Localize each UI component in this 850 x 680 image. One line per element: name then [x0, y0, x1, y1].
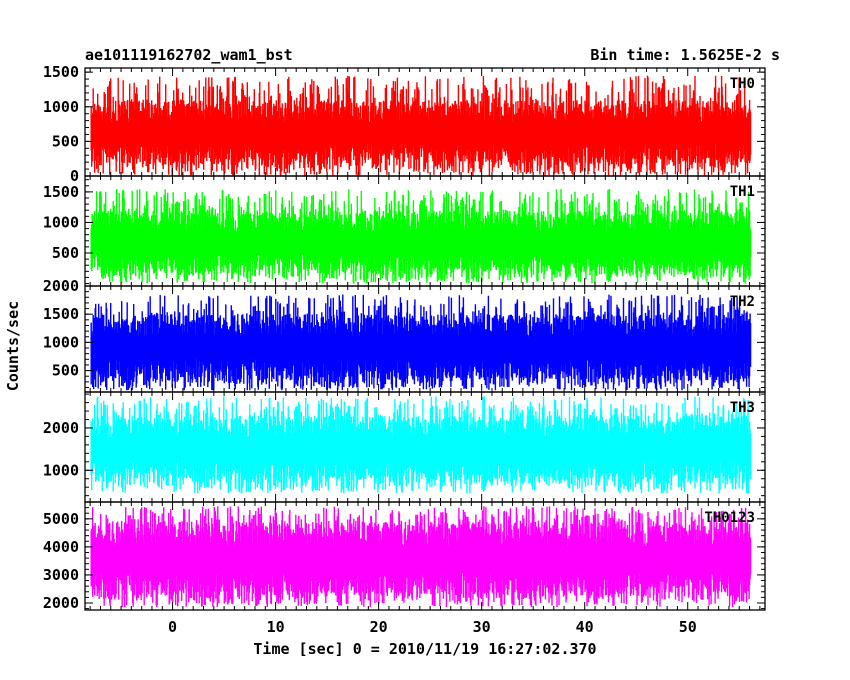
y-tick-label: 500 — [52, 362, 79, 380]
panel-label-th3: TH3 — [730, 400, 755, 416]
series-line-th3 — [90, 396, 752, 494]
x-tick-label: 50 — [679, 618, 697, 636]
series-line-th0123 — [90, 506, 752, 608]
y-tick-label: 1000 — [43, 213, 79, 231]
y-tick-label: 1000 — [43, 98, 79, 116]
series-line-th0 — [90, 75, 752, 176]
y-tick-label: 3000 — [43, 566, 79, 584]
x-tick-label: 10 — [267, 618, 285, 636]
x-tick-label: 30 — [473, 618, 491, 636]
panel-label-th0123: TH0123 — [704, 510, 755, 526]
x-tick-label: 40 — [576, 618, 594, 636]
y-tick-label: 1500 — [43, 183, 79, 201]
x-axis-label: Time [sec] 0 = 2010/11/19 16:27:02.370 — [253, 640, 596, 658]
panel-label-th1: TH1 — [730, 184, 755, 200]
panel-th0123: 2000 3000 4000 5000 TH0123 — [43, 501, 766, 612]
y-tick-label: 1500 — [43, 63, 79, 81]
y-tick-label: 4000 — [43, 538, 79, 556]
chart-title: ae101119162702_wam1_bst — [85, 46, 293, 64]
panel-label-th0: TH0 — [730, 76, 755, 92]
panel-frame — [84, 501, 766, 611]
panel-th1: 500 1000 1500 TH1 — [43, 175, 766, 287]
y-tick-label: 2000 — [43, 277, 79, 295]
y-tick-label: 1500 — [43, 305, 79, 323]
y-tick-label: 5000 — [43, 510, 79, 528]
y-tick-label: 1000 — [43, 461, 79, 479]
bin-time-label: Bin time: 1.5625E-2 s — [590, 46, 780, 64]
y-tick-label: 500 — [52, 132, 79, 150]
y-tick-label: 1000 — [43, 333, 79, 351]
panel-th0: 0 500 1000 1500 TH0 — [43, 63, 766, 185]
y-tick-label: 0 — [70, 167, 79, 185]
y-tick-label: 2000 — [43, 594, 79, 612]
panel-th3: 1000 2000 TH3 — [43, 391, 766, 503]
panel-th2: 500 1000 1500 2000 TH2 — [43, 277, 766, 393]
y-axis-label: Counts/sec — [4, 301, 22, 391]
x-tick-label: 20 — [370, 618, 388, 636]
panel-label-th2: TH2 — [730, 294, 755, 310]
series-line-th1 — [90, 189, 752, 284]
series-line-th2 — [90, 294, 752, 391]
y-tick-label: 500 — [52, 244, 79, 262]
y-tick-label: 2000 — [43, 419, 79, 437]
x-tick-label: 0 — [168, 618, 177, 636]
